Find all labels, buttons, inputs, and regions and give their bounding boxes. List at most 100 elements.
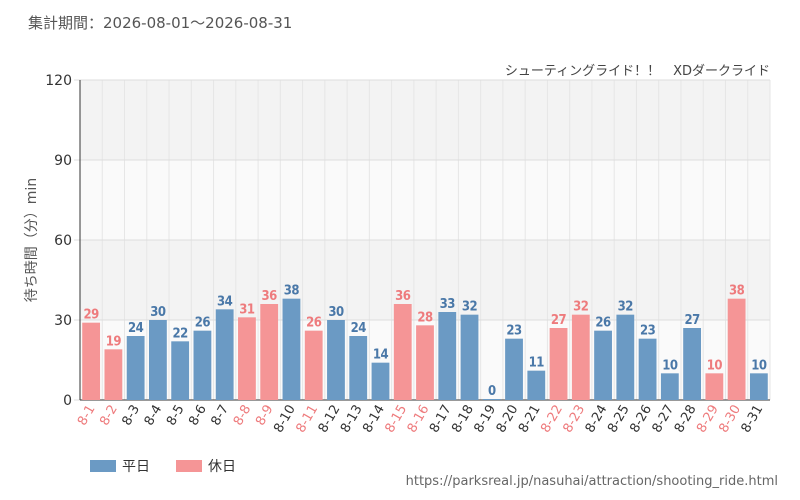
bar: [549, 328, 568, 400]
bar: [749, 373, 768, 400]
bar-value-label: 11: [529, 356, 545, 371]
chart-subtitle: シューティングライド！！ XDダークライド: [504, 64, 770, 79]
x-tick-label: 8-2: [97, 403, 121, 429]
x-tick-label: 8-25: [605, 403, 633, 436]
bar: [571, 314, 590, 400]
bar-value-label: 24: [128, 321, 144, 336]
x-tick-label: 8-10: [271, 403, 299, 436]
x-tick-label: 8-4: [142, 403, 166, 429]
bar-value-label: 38: [284, 284, 300, 299]
bar-value-label: 26: [195, 316, 211, 331]
legend-swatch-holiday: [176, 460, 202, 472]
y-tick-label: 60: [54, 233, 72, 249]
bar-value-label: 34: [217, 294, 233, 309]
bar: [238, 317, 256, 400]
x-tick-label: 8-15: [382, 403, 410, 436]
bar: [527, 370, 546, 400]
bar: [416, 325, 434, 400]
bar-value-label: 14: [373, 348, 389, 363]
legend-item-weekday: 平日: [90, 456, 150, 476]
x-tick-label: 8-18: [449, 403, 477, 436]
bar: [460, 314, 479, 400]
x-tick-label: 8-26: [627, 403, 655, 436]
bar-value-label: 30: [150, 305, 166, 320]
x-tick-label: 8-24: [583, 403, 611, 436]
bar: [193, 330, 212, 400]
bar-value-label: 31: [239, 302, 255, 317]
bar: [371, 362, 390, 400]
bar-value-label: 32: [462, 300, 478, 315]
x-tick-label: 8-8: [231, 403, 255, 429]
x-tick-label: 8-30: [716, 403, 744, 436]
legend-swatch-weekday: [90, 460, 116, 472]
plot-band: [80, 80, 770, 160]
bar: [638, 338, 657, 400]
bar: [616, 314, 635, 400]
y-axis-title: 待ち時間（分）min: [24, 178, 40, 302]
plot-band: [80, 240, 770, 320]
bar-value-label: 27: [551, 313, 567, 328]
bar-value-label: 0: [488, 384, 496, 399]
bar-value-label: 10: [751, 358, 767, 373]
x-tick-label: 8-28: [672, 403, 700, 436]
source-url: https://parksreal.jp/nasuhai/attraction/…: [405, 474, 778, 489]
plot-band: [80, 160, 770, 240]
bar: [660, 373, 679, 400]
x-tick-label: 8-5: [164, 403, 188, 429]
bar-chart: 0 30 60 90 120 待ち時間（分）min 29 8-1 19 8-2 24 8-3 30 8-4…: [24, 73, 771, 436]
x-tick-label: 8-27: [650, 403, 678, 436]
x-tick-label: 8-3: [120, 403, 144, 429]
bar: [260, 304, 279, 400]
bar-value-label: 32: [573, 300, 589, 315]
bar: [171, 341, 190, 400]
bar: [215, 309, 234, 400]
x-tick-label: 8-23: [561, 403, 589, 436]
bar-value-label: 23: [506, 324, 522, 339]
x-tick-label: 8-20: [494, 403, 522, 436]
bar-value-label: 26: [306, 316, 322, 331]
bar: [438, 312, 457, 400]
y-tick-label: 120: [45, 73, 72, 89]
x-tick-label: 8-11: [293, 403, 321, 436]
bar: [82, 322, 101, 400]
bar-value-label: 24: [351, 321, 367, 336]
x-tick-label: 8-21: [516, 403, 544, 436]
y-tick-label: 90: [54, 153, 72, 169]
bar-value-label: 26: [595, 316, 611, 331]
bar-value-label: 36: [262, 289, 278, 304]
bar: [393, 304, 412, 400]
bar-value-label: 10: [662, 358, 678, 373]
bar: [304, 330, 323, 400]
bar-value-label: 10: [707, 358, 723, 373]
bar: [705, 373, 724, 400]
bar: [594, 330, 612, 400]
legend-item-holiday: 休日: [176, 456, 236, 476]
bar: [349, 336, 368, 400]
period-label: 集計期間：2026-08-01～2026-08-31: [28, 14, 293, 32]
legend-label-weekday: 平日: [122, 459, 150, 475]
bar-value-label: 29: [83, 308, 99, 323]
bar: [282, 298, 301, 400]
bar-value-label: 22: [173, 326, 189, 341]
bar-value-label: 32: [618, 300, 634, 315]
bar: [683, 328, 701, 400]
x-tick-label: 8-12: [316, 403, 344, 436]
x-tick-label: 8-17: [427, 403, 455, 436]
x-tick-label: 8-7: [209, 403, 233, 429]
bar: [482, 399, 501, 400]
bar-value-label: 27: [684, 313, 700, 328]
legend-label-holiday: 休日: [208, 459, 236, 475]
bar-value-label: 38: [729, 284, 745, 299]
y-tick-label: 30: [54, 313, 72, 329]
bar: [505, 338, 523, 400]
legend: 平日 休日: [90, 456, 262, 476]
bar: [727, 298, 746, 400]
bar-value-label: 19: [106, 334, 122, 349]
x-tick-label: 8-19: [471, 403, 499, 436]
bar-value-label: 28: [417, 310, 433, 325]
bar-value-label: 30: [328, 305, 344, 320]
bar-value-label: 33: [440, 297, 456, 312]
bar-value-label: 36: [395, 289, 411, 304]
x-tick-label: 8-31: [739, 403, 767, 436]
x-tick-label: 8-22: [538, 403, 566, 436]
